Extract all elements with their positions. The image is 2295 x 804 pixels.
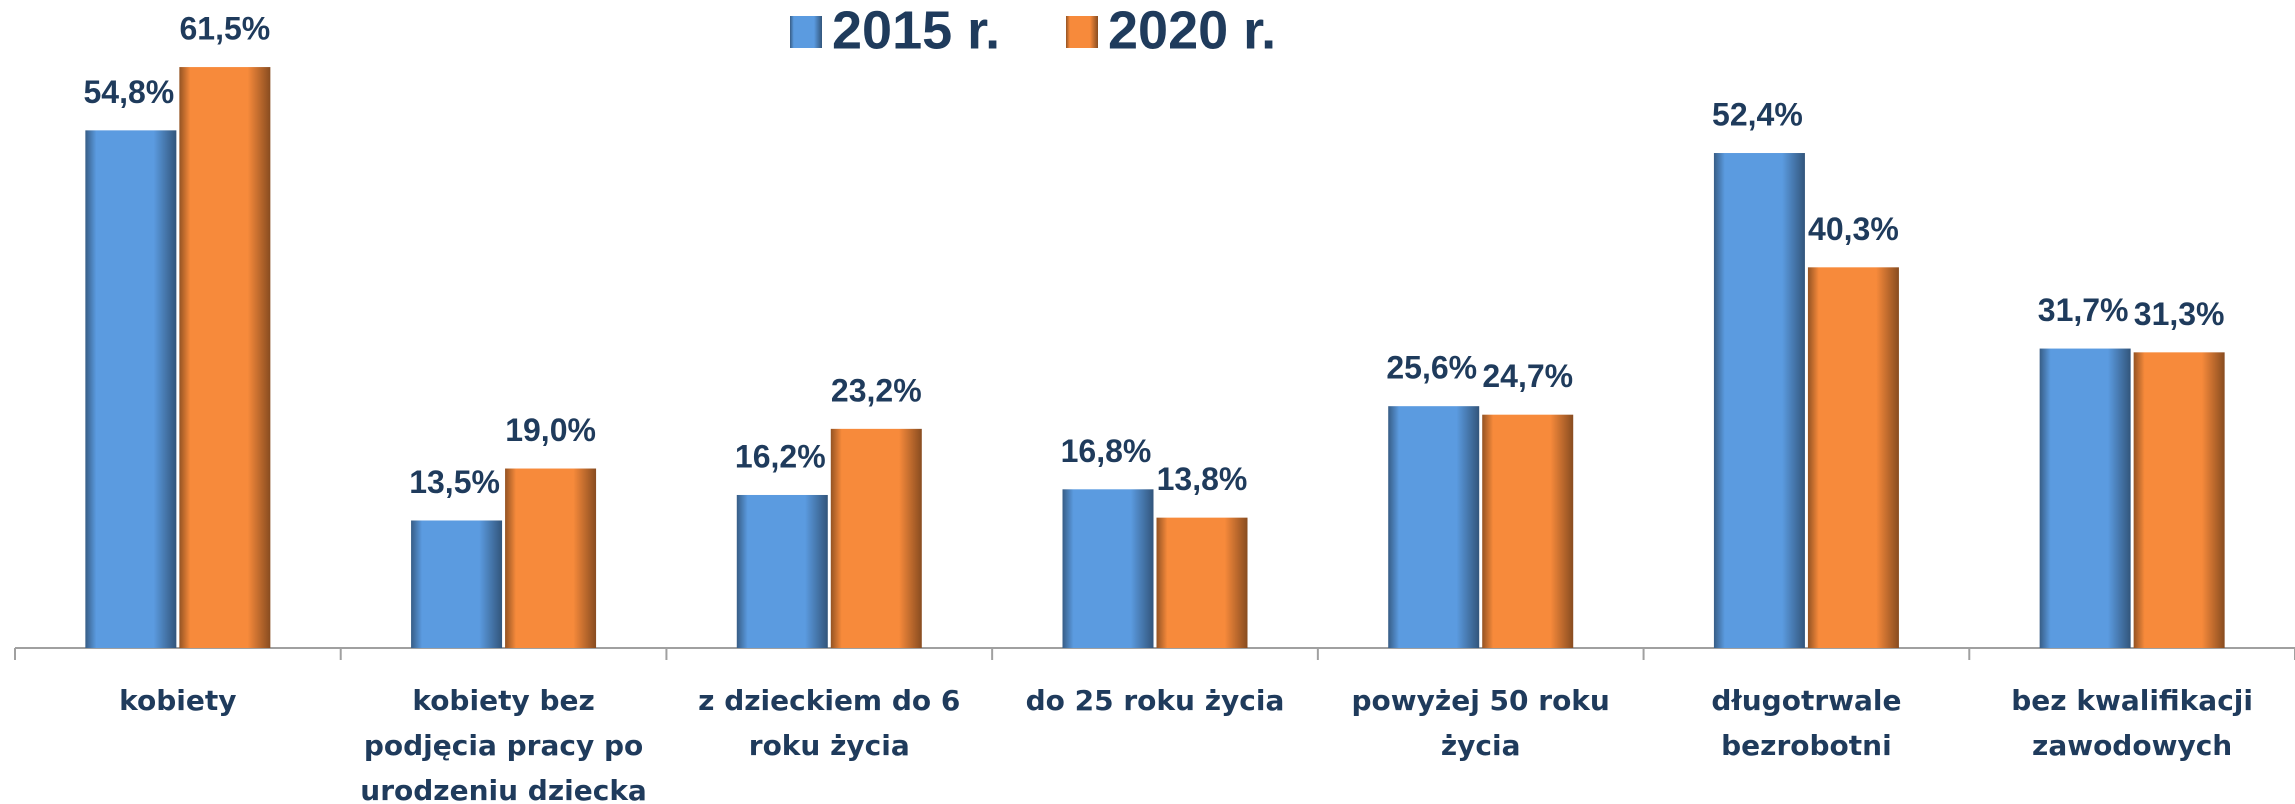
value-label: 24,7% [1482, 358, 1573, 394]
bar [1807, 267, 1899, 648]
value-label: 31,7% [2038, 292, 2129, 328]
legend-label: 2015 r. [832, 0, 1000, 60]
value-label: 16,8% [1061, 433, 1152, 469]
value-label: 19,0% [505, 412, 596, 448]
value-label: 25,6% [1386, 350, 1477, 386]
bar [2039, 348, 2131, 648]
bar [1062, 489, 1154, 648]
bar [1482, 414, 1574, 648]
value-label: 52,4% [1712, 96, 1803, 132]
x-tick-label: bez kwalifikacji zawodowych [2011, 684, 2253, 762]
bar [179, 67, 271, 648]
x-tick-label: długotrwale bezrobotni [1711, 684, 1902, 762]
x-tick-label: kobiety [119, 684, 237, 717]
value-label: 23,2% [831, 372, 922, 408]
bar [1388, 406, 1480, 648]
value-label: 13,5% [409, 464, 500, 500]
value-label: 16,2% [735, 438, 826, 474]
bar [736, 494, 828, 648]
legend-swatch [1066, 16, 1098, 48]
bar [505, 468, 597, 648]
value-label: 40,3% [1808, 211, 1899, 247]
bar [830, 428, 922, 648]
value-label: 61,5% [179, 11, 270, 47]
value-label: 31,3% [2134, 296, 2225, 332]
value-label: 13,8% [1157, 461, 1248, 497]
legend-swatch [790, 16, 822, 48]
x-tick-label: z dzieckiem do 6 roku życia [698, 684, 961, 762]
x-tick-label: powyżej 50 roku życia [1351, 684, 1610, 762]
x-tick-label: do 25 roku życia [1025, 684, 1285, 717]
legend-label: 2020 r. [1108, 0, 1276, 60]
bar [1156, 517, 1248, 648]
bar [2133, 352, 2225, 648]
bar [85, 130, 177, 648]
bar [411, 520, 503, 648]
value-label: 54,8% [83, 74, 174, 110]
bar [1713, 153, 1805, 648]
x-tick-label: kobiety bez podjęcia pracy po urodzeniu … [360, 684, 647, 804]
